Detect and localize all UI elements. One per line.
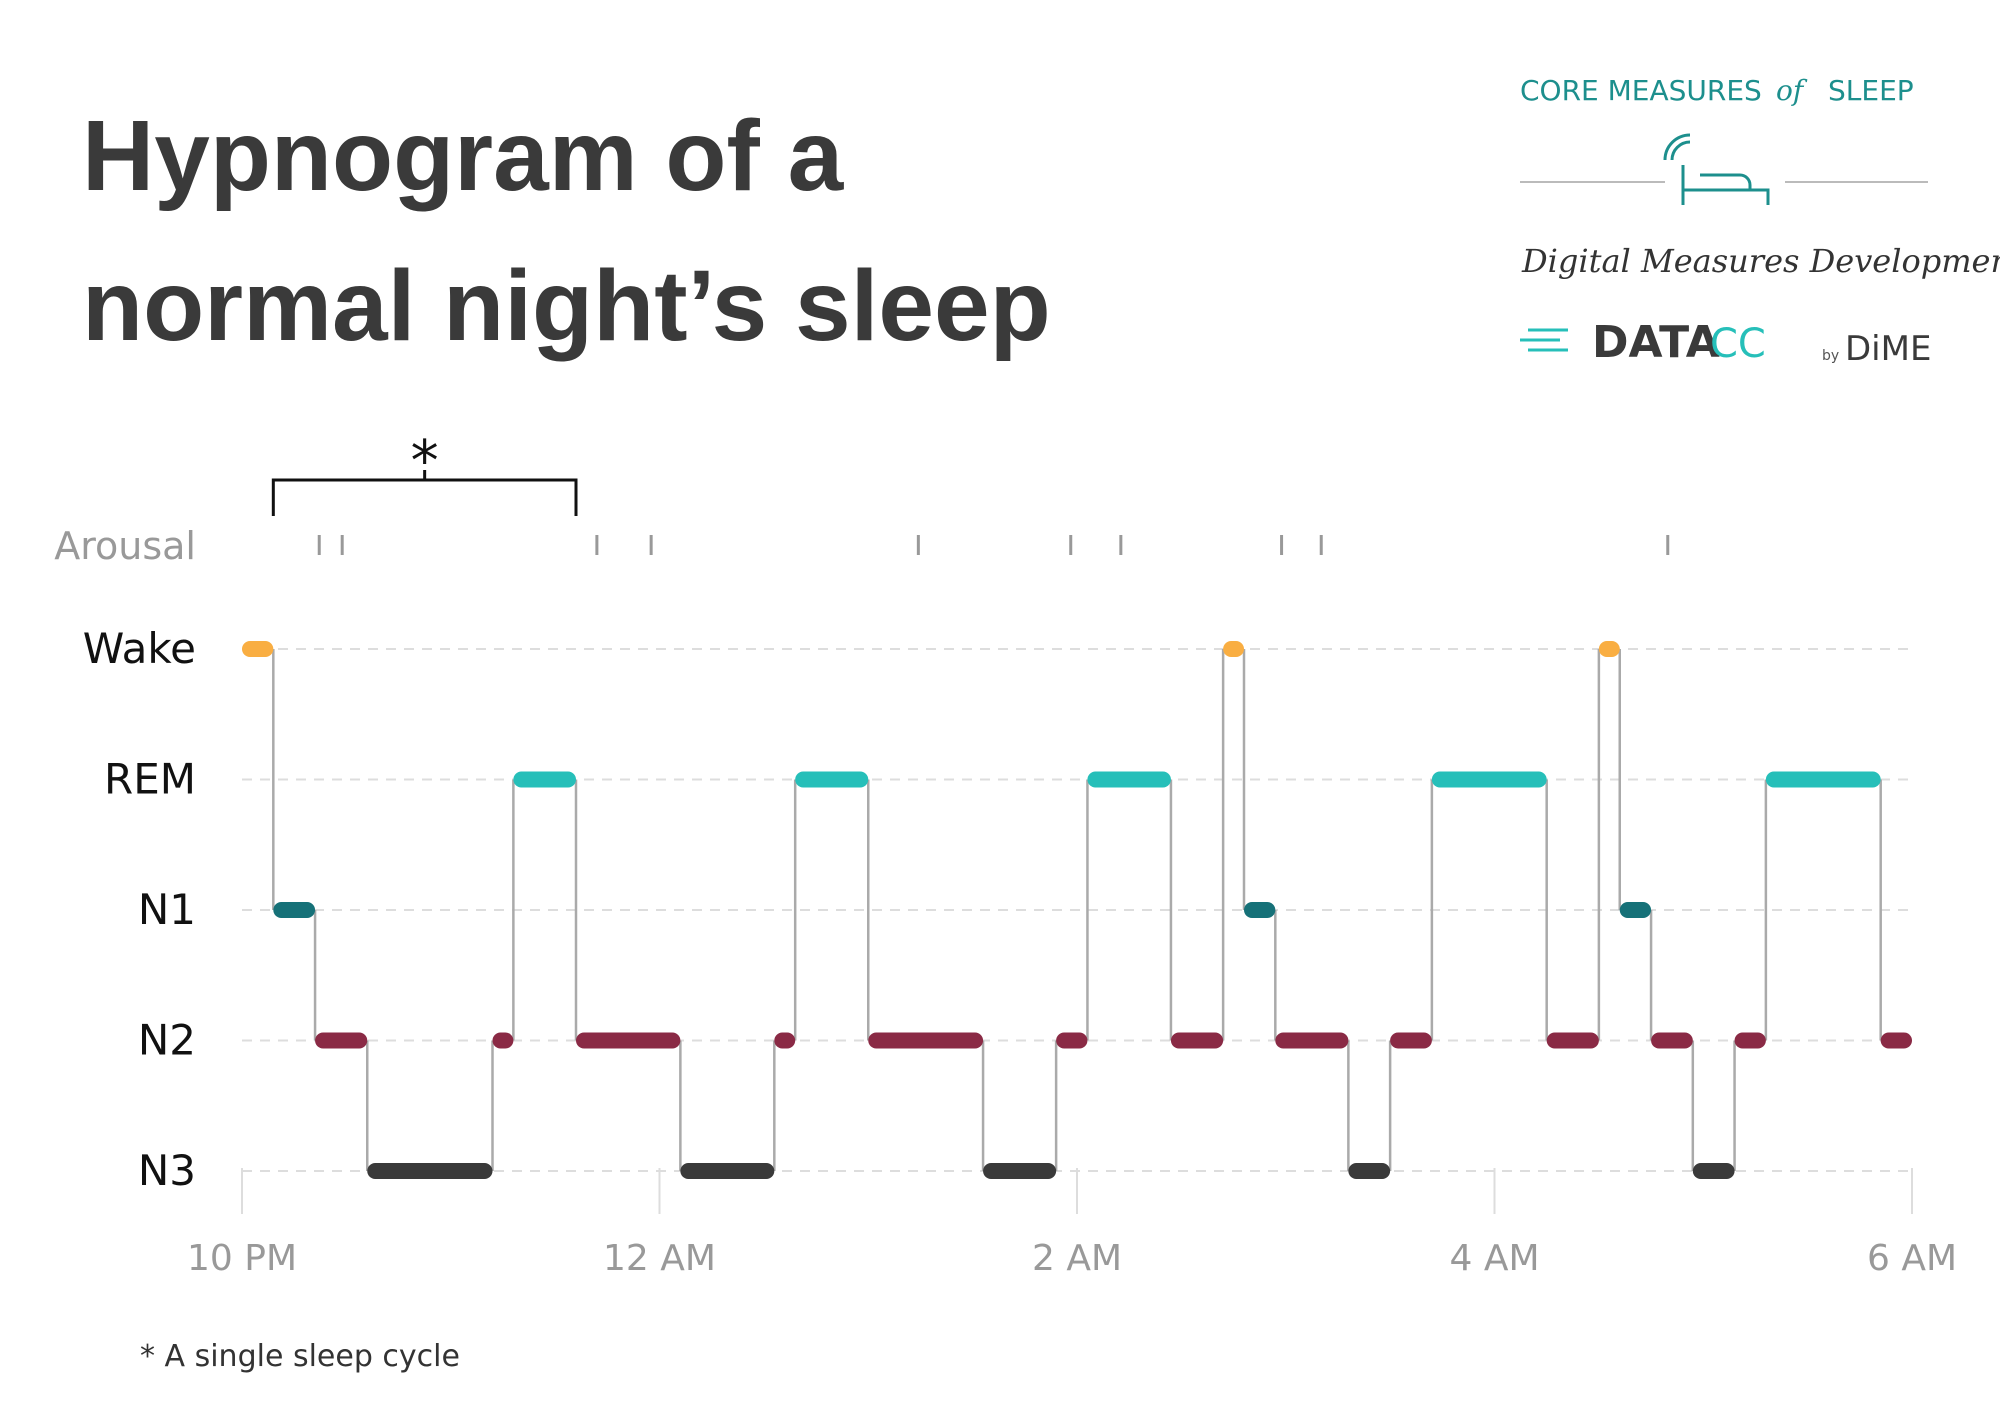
footnote: * A single sleep cycle: [140, 1339, 460, 1374]
stage-segment: [774, 1032, 796, 1049]
y-tick-label: Wake: [83, 624, 196, 673]
stage-segment: [1765, 771, 1881, 788]
stage-segment: [1244, 902, 1276, 918]
stage-segment: [1692, 1163, 1735, 1179]
stage-segment: [1348, 1163, 1391, 1179]
stage-segment: [1734, 1032, 1766, 1049]
stage-segment: [576, 1032, 681, 1049]
bracket-label: *: [411, 429, 439, 494]
x-tick-label: 2 AM: [1032, 1238, 1122, 1279]
logo-text: Digital Measures Development: [1521, 242, 2000, 280]
stage-segment: [492, 1032, 514, 1049]
stage-segment: [1880, 1032, 1912, 1049]
stage-segment: [367, 1163, 493, 1179]
stage-segment: [513, 771, 576, 788]
logo-block: CORE MEASURES of SLEEP Digital Measures …: [1520, 74, 2000, 369]
stage-segment: [1223, 641, 1244, 657]
arousal-label: Arousal: [54, 524, 196, 568]
logo-text: CORE MEASURES: [1520, 74, 1762, 107]
stage-segment: [273, 902, 316, 918]
stage-segment: [315, 1032, 368, 1049]
stage-segment: [983, 1163, 1057, 1179]
y-tick-label: N2: [138, 1016, 196, 1065]
stage-segment: [795, 771, 869, 788]
stage-segment: [1431, 771, 1547, 788]
stage-segment: [1546, 1032, 1599, 1049]
stage-segment: [1598, 641, 1620, 657]
x-tick-label: 6 AM: [1867, 1238, 1957, 1279]
logo-text: DiME: [1845, 329, 1931, 369]
logo-text: DATA: [1592, 317, 1720, 368]
stage-segment: [1390, 1032, 1432, 1049]
x-tick-label: 10 PM: [187, 1238, 297, 1279]
stage-segment: [1087, 771, 1171, 788]
stage-segment: [1170, 1032, 1224, 1049]
logo-text: by: [1822, 348, 1839, 364]
y-tick-label: REM: [104, 755, 196, 804]
x-tick-label: 4 AM: [1449, 1238, 1539, 1279]
stage-segment: [242, 641, 274, 657]
stage-segment: [1651, 1032, 1693, 1049]
logo-text: SLEEP: [1828, 74, 1914, 107]
title-line: normal night’s sleep: [82, 250, 1051, 362]
bed-icon: [1663, 133, 1770, 205]
stage-segment: [868, 1032, 984, 1049]
datacc-icon: [1520, 328, 1568, 352]
title-line: Hypnogram of a: [82, 100, 845, 212]
y-tick-label: N1: [138, 885, 196, 934]
logo-text: CC: [1710, 321, 1766, 367]
y-tick-label: N3: [138, 1146, 196, 1195]
stage-segment: [1619, 902, 1652, 918]
stage-segment: [1056, 1032, 1088, 1049]
stage-segment: [1275, 1032, 1349, 1049]
logo-text: of: [1776, 74, 1808, 107]
stage-segment: [680, 1163, 775, 1179]
cycle-bracket: [271, 470, 578, 516]
x-tick-label: 12 AM: [603, 1238, 716, 1279]
